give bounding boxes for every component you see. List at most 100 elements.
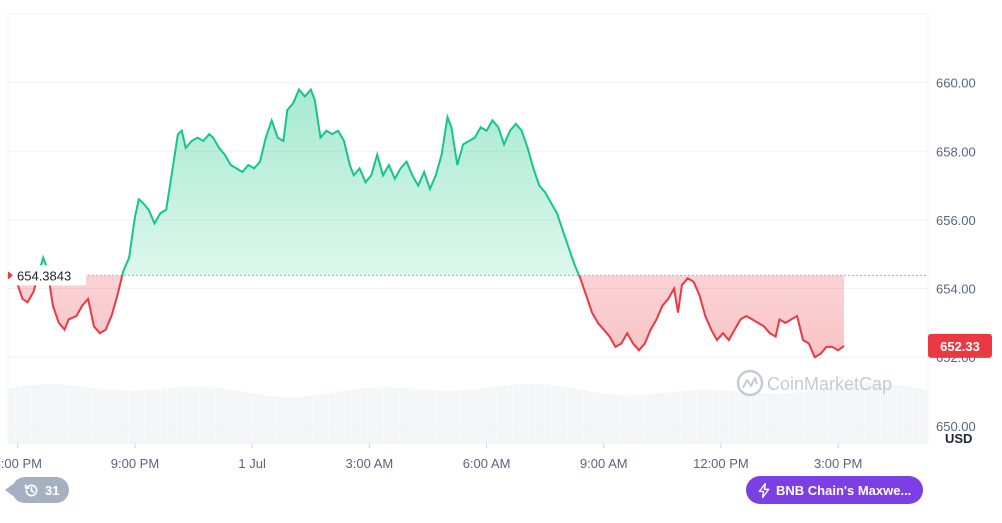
volume-bar [133,390,135,443]
price-line-down [7,275,845,359]
volume-bar [98,388,101,443]
volume-bar [664,392,667,443]
volume-bar [731,390,733,443]
volume-bar [52,384,55,443]
volume-bar [600,393,602,443]
current-price-value: 652.33 [940,339,980,354]
y-tick-label: 654.00 [936,282,976,297]
volume-bar [572,388,575,443]
volume-bar [135,390,138,443]
volume-bar [770,393,772,443]
volume-bar [243,391,246,443]
volume-bar [248,392,250,443]
volume-bar [202,386,204,443]
x-tick-label: 9:00 PM [111,456,159,471]
volume-bar [176,387,179,443]
volume-bar [308,396,310,443]
volume-bar [696,390,699,443]
volume-bar [708,389,710,443]
volume-bar [124,390,126,443]
volume-bar [751,392,754,443]
volume-bar [662,393,664,443]
volume-bar [639,395,641,443]
volume-bar [448,390,450,443]
volume-bar [804,391,807,443]
volume-bar [924,389,927,443]
volume-bar [581,390,584,443]
volume-bar [388,387,391,443]
volume-bar [774,393,777,443]
volume-bar [889,384,892,443]
volume-bar [692,390,694,443]
volume-bar [788,393,791,443]
volume-bar [34,384,36,443]
volume-bar [705,389,708,443]
volume-bar [636,395,639,443]
volume-bar [478,388,480,443]
volume-bar [482,388,485,443]
volume-bar [666,392,669,443]
volume-bar [797,392,800,443]
event-badge[interactable]: BNB Chain's Maxwe... [746,476,924,504]
volume-bar [830,387,832,443]
volume-bar [232,389,234,443]
volume-bar [331,392,333,443]
volume-bar [413,388,416,443]
volume-bar [48,384,50,443]
volume-bar [114,389,117,443]
volume-bar [282,396,285,443]
volume-bar [765,393,768,443]
volume-bar [121,390,124,443]
volume-bar [620,395,623,443]
volume-bar [280,396,283,443]
volume-bar [659,393,662,443]
volume-bar [459,390,462,443]
volume-bar [823,388,825,443]
volume-bar [41,384,43,443]
volume-bar [848,384,851,443]
volume-bar [377,387,379,443]
volume-bar [156,389,158,443]
volume-bar [147,389,149,443]
volume-bar [262,394,264,443]
volume-bar [869,383,871,443]
volume-bar [908,386,910,443]
volume-bar [71,385,73,443]
volume-bar [140,390,142,443]
volume-bar [839,385,841,443]
volume-bar [864,383,867,443]
volume-bar [535,383,538,443]
volume-bar [20,386,23,443]
volume-bar [319,394,322,443]
volume-bar [602,393,605,443]
volume-bar [365,388,368,443]
volume-bar [112,389,115,443]
volume-bar [779,393,782,443]
volume-bar [496,386,499,443]
volume-bar [209,387,211,443]
volume-bar [926,389,929,443]
volume-bar [423,389,425,443]
volume-bar [183,387,186,443]
volume-bar [547,384,549,443]
volume-bar [843,384,846,443]
x-tick-label: 9:00 AM [580,456,628,471]
volume-bar [342,390,345,443]
volume-bar [379,387,381,443]
volume-bar [653,394,655,443]
history-badge[interactable]: 31 [5,477,70,503]
volume-bar [544,384,547,443]
volume-bar [616,395,618,443]
volume-bar [699,389,701,443]
volume-bar [515,384,517,443]
volume-bar [45,384,48,443]
volume-bar [298,396,301,443]
volume-bar [901,385,904,443]
volume-bar [356,388,358,443]
volume-bar [841,385,844,443]
y-tick-label: 650.00 [936,419,976,434]
volume-bar [531,383,533,443]
volume-bar [213,387,216,443]
volume-bar [618,395,621,443]
